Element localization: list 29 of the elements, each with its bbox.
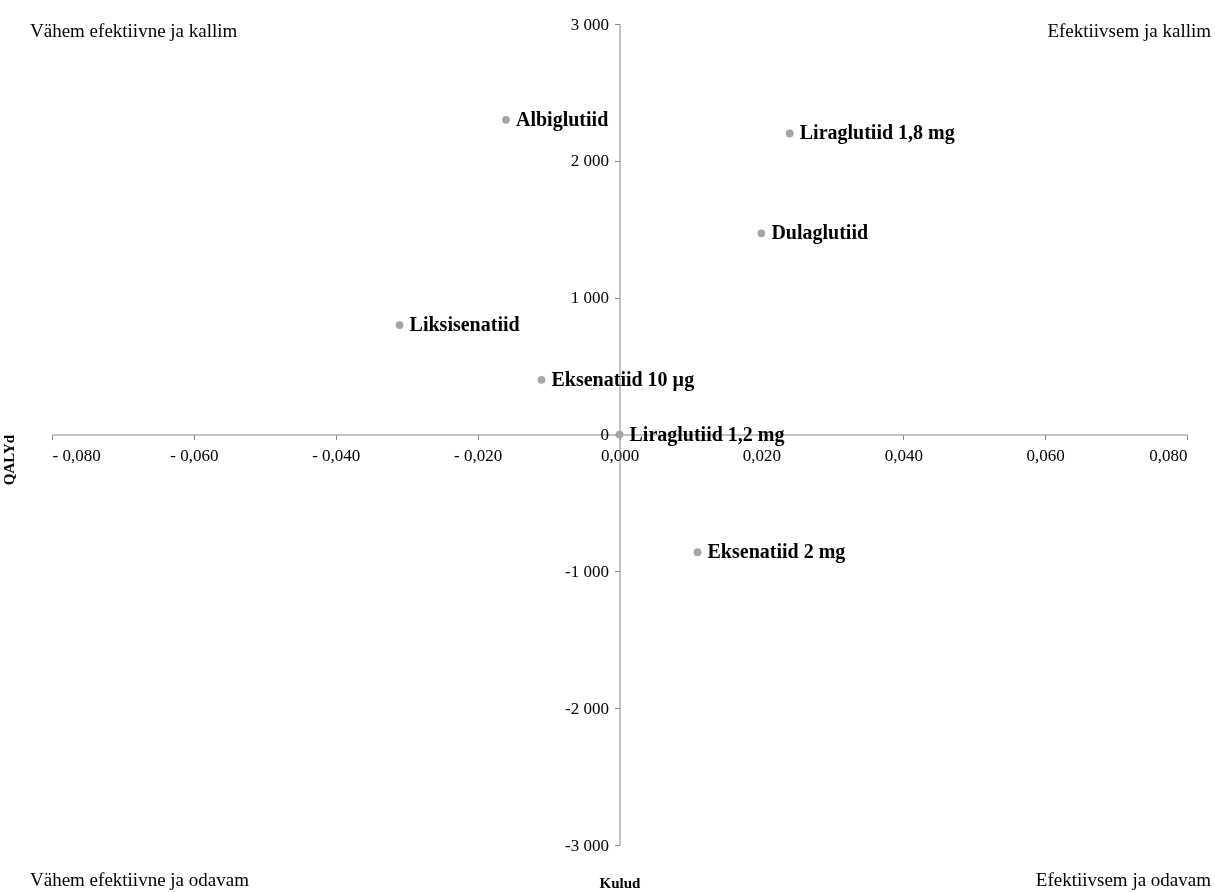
series-label: Liksisenatiid: [409, 313, 520, 336]
series-label: Eksenatiid 10 µg: [551, 367, 695, 391]
series-label: Dulaglutiid: [771, 221, 869, 245]
annotation: Vähem efektiivne ja kallim: [30, 20, 238, 41]
y-tick-label: -1 000: [565, 561, 609, 581]
y-tick-label: -3 000: [565, 835, 609, 855]
annotation: Efektiivsem ja kallim: [1047, 20, 1212, 41]
y-axis-title: QALYd: [0, 434, 17, 486]
x-tick-label: - 0,040: [312, 446, 361, 465]
y-tick-label: 0: [600, 425, 609, 444]
series-label: Albiglutiid: [516, 107, 609, 131]
x-tick-label: 0,040: [884, 446, 923, 465]
y-tick-label: 2 000: [570, 151, 609, 171]
y-tick-label: 3 000: [570, 14, 609, 34]
x-tick-label: - 0,020: [454, 446, 503, 465]
x-tick-label: 0,080: [1149, 446, 1188, 465]
x-tick-label: 0,000: [600, 446, 640, 465]
series-label: Liraglutiid 1,8 mg: [799, 121, 955, 145]
text: Vähem efektiivne ja odavam: [30, 869, 250, 890]
text: Efektiivsem ja odavam: [1035, 869, 1212, 890]
x-axis-title: Kulud: [599, 874, 642, 891]
series-label: Liraglutiid 1,2 mg: [629, 422, 785, 446]
x-tick-label: 0,020: [742, 446, 781, 465]
y-tick-label: -2 000: [565, 698, 609, 718]
x-tick-label: 0,060: [1026, 446, 1065, 465]
x-tick-label: - 0,060: [170, 446, 219, 465]
x-tick-label: - 0,080: [52, 446, 101, 465]
series-label: Eksenatiid 2 mg: [707, 540, 846, 564]
y-tick-label: 1 000: [570, 288, 609, 308]
